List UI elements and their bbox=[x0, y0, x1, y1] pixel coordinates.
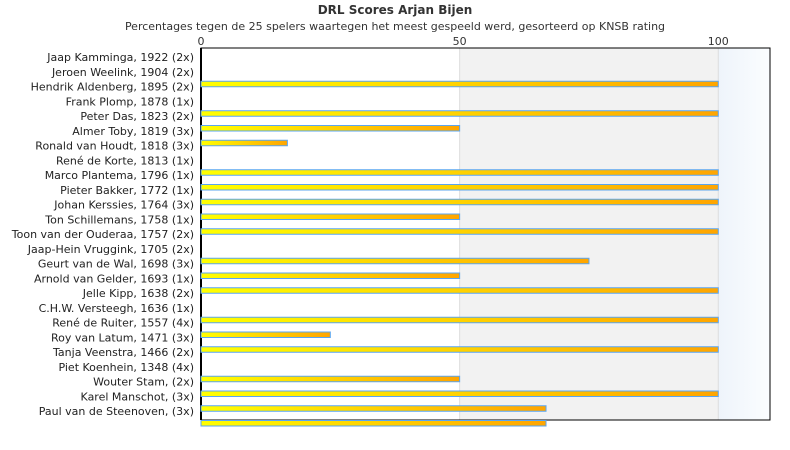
category-label: Peter Das, 1823 (2x) bbox=[80, 110, 194, 123]
bar bbox=[200, 257, 590, 265]
bar bbox=[200, 375, 461, 383]
category-label: Jelle Kipp, 1638 (2x) bbox=[82, 287, 194, 300]
category-label: Wouter Stam, (2x) bbox=[93, 376, 194, 389]
category-label: Geurt van de Wal, 1698 (3x) bbox=[38, 258, 194, 271]
bar bbox=[200, 125, 461, 132]
category-label: Jaap-Hein Vruggink, 1705 (2x) bbox=[27, 243, 194, 256]
bar bbox=[200, 228, 719, 235]
category-label: Roy van Latum, 1471 (3x) bbox=[51, 331, 194, 344]
category-label: Pieter Bakker, 1772 (1x) bbox=[60, 184, 194, 197]
category-label: Almer Toby, 1819 (3x) bbox=[72, 125, 194, 138]
bar bbox=[200, 169, 719, 176]
category-label: Paul van de Steenoven, (3x) bbox=[39, 405, 194, 418]
chart-subtitle: Percentages tegen de 25 spelers waartege… bbox=[124, 20, 666, 33]
chart-title: DRL Scores Arjan Bijen bbox=[317, 3, 473, 17]
bar bbox=[200, 420, 547, 427]
bar bbox=[200, 139, 288, 147]
category-label: Ton Schillemans, 1758 (1x) bbox=[44, 213, 194, 226]
bar bbox=[200, 346, 719, 353]
category-label: Frank Plomp, 1878 (1x) bbox=[66, 95, 194, 108]
x-tick-label: 0 bbox=[198, 35, 205, 48]
x-tick-label: 50 bbox=[453, 35, 467, 48]
category-label: Toon van der Ouderaa, 1757 (2x) bbox=[11, 228, 194, 241]
category-label: Johan Kerssies, 1764 (3x) bbox=[53, 199, 194, 212]
bar bbox=[200, 405, 547, 412]
category-label: C.H.W. Versteegh, 1636 (1x) bbox=[39, 302, 194, 315]
bar bbox=[200, 213, 461, 220]
bar bbox=[200, 272, 461, 279]
bar bbox=[200, 80, 719, 88]
x-tick-label: 100 bbox=[708, 35, 729, 48]
category-label: René de Ruiter, 1557 (4x) bbox=[52, 317, 194, 330]
band-100-plus bbox=[718, 48, 770, 420]
category-label: Ronald van Houdt, 1818 (3x) bbox=[35, 140, 194, 153]
bar bbox=[200, 198, 719, 206]
category-label: Arnold van Gelder, 1693 (1x) bbox=[34, 272, 194, 285]
category-label: Karel Manschot, (3x) bbox=[81, 390, 194, 403]
category-label: Tanja Veenstra, 1466 (2x) bbox=[52, 346, 194, 359]
category-label: Hendrik Aldenberg, 1895 (2x) bbox=[31, 81, 194, 94]
category-label: Piet Koenhein, 1348 (4x) bbox=[58, 361, 194, 374]
category-label: Marco Plantema, 1796 (1x) bbox=[45, 169, 194, 182]
bar bbox=[200, 287, 719, 294]
bar bbox=[200, 316, 719, 324]
category-label: Jaap Kamminga, 1922 (2x) bbox=[46, 51, 194, 64]
category-label: René de Korte, 1813 (1x) bbox=[56, 154, 194, 167]
bar bbox=[200, 390, 719, 397]
bar bbox=[200, 184, 719, 191]
bar bbox=[200, 331, 331, 338]
bar bbox=[200, 110, 719, 117]
category-label: Jeroen Weelink, 1904 (2x) bbox=[51, 66, 194, 79]
